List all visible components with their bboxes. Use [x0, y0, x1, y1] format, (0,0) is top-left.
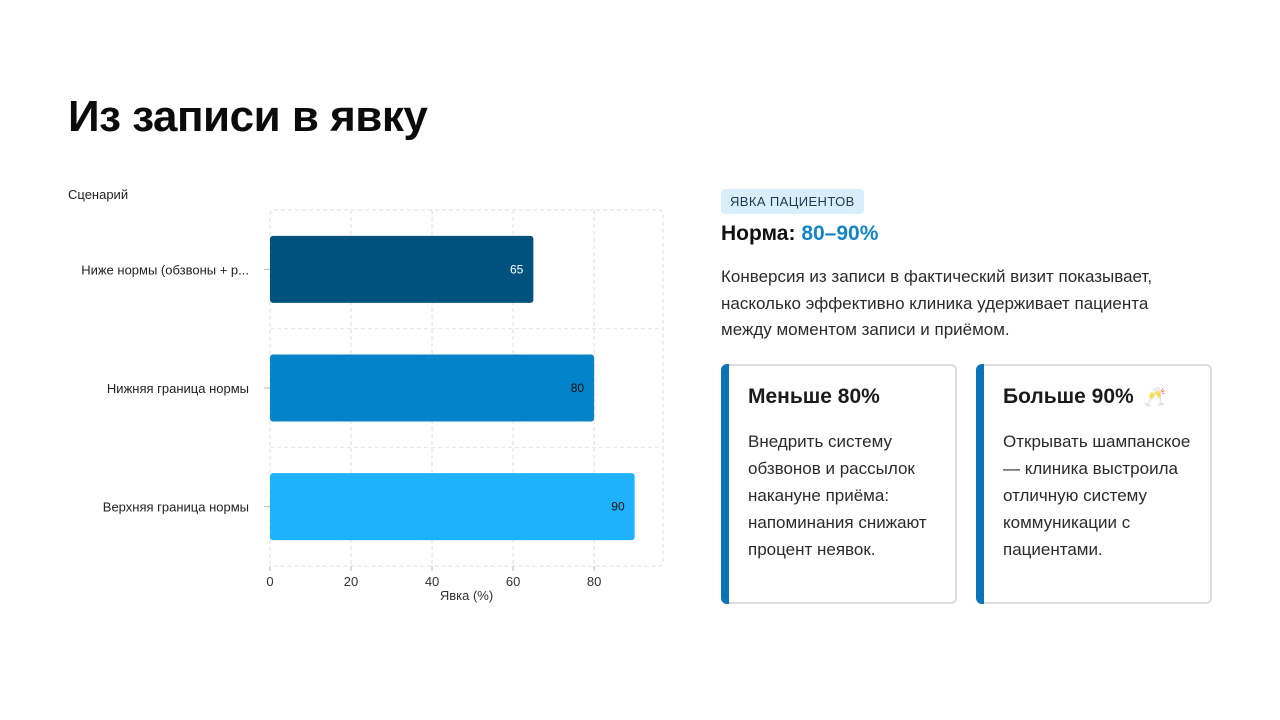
x-tick-label: 80 — [587, 574, 601, 589]
x-tick-label: 40 — [425, 574, 439, 589]
bar-value-label: 90 — [611, 500, 625, 514]
card-title: Меньше 80% — [748, 385, 880, 408]
slide-title: Из записи в явку — [68, 92, 428, 141]
card-below-80: Меньше 80% Внедрить систему обзвонов и р… — [721, 364, 957, 604]
bar — [270, 473, 635, 541]
bar-value-label: 80 — [571, 381, 585, 395]
bar-value-label: 65 — [510, 262, 524, 276]
description-text: Конверсия из записи в фактический визит … — [721, 267, 1153, 339]
x-tick-label: 20 — [344, 574, 358, 589]
norm-label: Норма: — [721, 222, 796, 245]
category-badge: ЯВКА ПАЦИЕНТОВ — [721, 189, 864, 214]
bar — [270, 235, 534, 303]
card-above-90: Больше 90% 🥂 Открывать шампанское — клин… — [976, 364, 1212, 604]
norm-value: 80–90% — [801, 222, 879, 245]
champagne-glasses-icon: 🥂 — [1143, 387, 1166, 407]
y-axis-title: Сценарий — [68, 187, 128, 202]
x-axis-title: Явка (%) — [440, 588, 493, 603]
category-label: Нижняя граница нормы — [107, 381, 249, 396]
card-text: Внедрить систему обзвонов и рассылок нак… — [748, 432, 927, 559]
bar — [270, 354, 595, 422]
chart-svg: 0 20 40 60 80 Сценарий Явка (%) 65 Ниже нормы (о… — [68, 187, 664, 603]
card-title: Больше 90% 🥂 — [1003, 385, 1166, 409]
norm-line: Норма: 80–90% — [721, 222, 878, 246]
category-label: Ниже нормы (обзвоны + р... — [81, 262, 249, 277]
x-tick-label: 0 — [266, 574, 273, 589]
x-tick-label: 60 — [506, 574, 520, 589]
card-text: Открывать шампанское — клиника выстроила… — [1003, 432, 1191, 559]
card-title-text: Больше 90% — [1003, 385, 1134, 408]
attendance-bar-chart: 0 20 40 60 80 Сценарий Явка (%) 65 Ниже нормы (о… — [60, 180, 680, 620]
category-label: Верхняя граница нормы — [103, 500, 249, 515]
